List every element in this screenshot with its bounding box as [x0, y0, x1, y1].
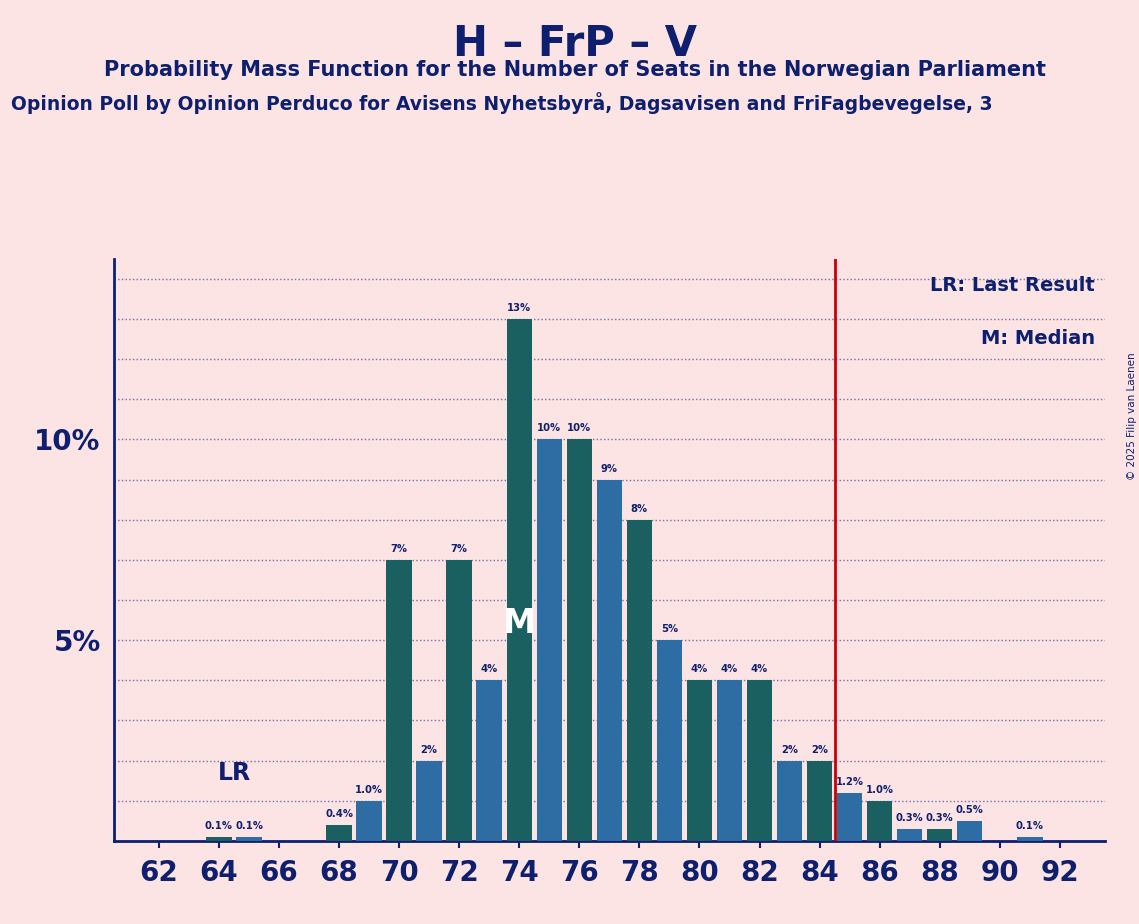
Text: 1.2%: 1.2% [836, 777, 863, 786]
Text: 0.1%: 0.1% [1016, 821, 1043, 831]
Text: 5%: 5% [661, 624, 678, 634]
Bar [1017, 837, 1042, 841]
Bar [896, 829, 923, 841]
Text: 4%: 4% [721, 664, 738, 675]
Bar [806, 760, 833, 841]
Bar [236, 837, 262, 841]
Bar [536, 440, 562, 841]
Text: 7%: 7% [451, 544, 468, 553]
Text: 2%: 2% [781, 745, 798, 755]
Text: 13%: 13% [507, 303, 531, 313]
Bar [867, 801, 892, 841]
Text: 0.1%: 0.1% [235, 821, 263, 831]
Bar [957, 821, 983, 841]
Bar [837, 793, 862, 841]
Text: 2%: 2% [811, 745, 828, 755]
Bar [747, 680, 772, 841]
Bar [386, 560, 412, 841]
Text: 0.3%: 0.3% [895, 813, 924, 822]
Text: 2%: 2% [420, 745, 437, 755]
Text: 0.4%: 0.4% [325, 808, 353, 819]
Text: 1.0%: 1.0% [355, 784, 383, 795]
Text: 10%: 10% [538, 423, 562, 433]
Text: 0.5%: 0.5% [956, 805, 984, 815]
Bar [476, 680, 502, 841]
Bar [566, 440, 592, 841]
Text: LR: LR [218, 760, 251, 784]
Bar [657, 640, 682, 841]
Bar [327, 825, 352, 841]
Bar [597, 480, 622, 841]
Text: H – FrP – V: H – FrP – V [453, 23, 697, 65]
Text: 8%: 8% [631, 504, 648, 514]
Text: 4%: 4% [481, 664, 498, 675]
Bar [507, 319, 532, 841]
Text: 0.1%: 0.1% [205, 821, 233, 831]
Bar [206, 837, 231, 841]
Bar [687, 680, 712, 841]
Text: 9%: 9% [601, 464, 617, 473]
Text: 7%: 7% [391, 544, 408, 553]
Text: 0.3%: 0.3% [926, 813, 953, 822]
Text: © 2025 Filip van Laenen: © 2025 Filip van Laenen [1126, 352, 1137, 480]
Bar [357, 801, 382, 841]
Text: Opinion Poll by Opinion Perduco for Avisens Nyhetsbyrå, Dagsavisen and FriFagbev: Opinion Poll by Opinion Perduco for Avis… [11, 92, 993, 115]
Text: 4%: 4% [691, 664, 708, 675]
Text: 4%: 4% [751, 664, 768, 675]
Text: M: Median: M: Median [981, 329, 1095, 347]
Bar [716, 680, 743, 841]
Bar [626, 519, 653, 841]
Text: 10%: 10% [567, 423, 591, 433]
Bar [927, 829, 952, 841]
Text: 1.0%: 1.0% [866, 784, 894, 795]
Text: M: M [502, 607, 536, 640]
Bar [446, 560, 472, 841]
Text: Probability Mass Function for the Number of Seats in the Norwegian Parliament: Probability Mass Function for the Number… [104, 60, 1047, 80]
Bar [777, 760, 802, 841]
Text: LR: Last Result: LR: Last Result [931, 276, 1095, 295]
Bar [417, 760, 442, 841]
